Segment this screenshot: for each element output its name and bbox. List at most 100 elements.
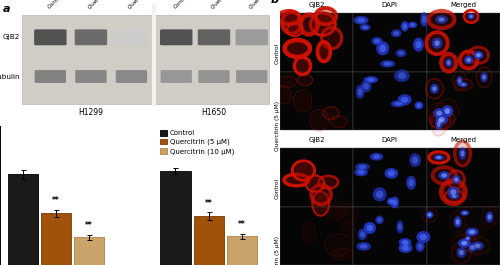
FancyBboxPatch shape: [116, 70, 147, 83]
Text: H1650: H1650: [202, 108, 226, 117]
Ellipse shape: [416, 41, 422, 48]
Text: Quercitrin (10 μM): Quercitrin (10 μM): [248, 0, 288, 10]
Text: Quercitrin (5 μM): Quercitrin (5 μM): [275, 236, 280, 265]
Ellipse shape: [488, 214, 492, 220]
Ellipse shape: [464, 236, 471, 241]
Text: **: **: [52, 196, 60, 205]
Ellipse shape: [408, 21, 418, 28]
Ellipse shape: [470, 48, 486, 62]
Ellipse shape: [459, 82, 468, 87]
Ellipse shape: [389, 199, 394, 204]
Ellipse shape: [391, 29, 402, 37]
Bar: [41, 213, 71, 265]
Ellipse shape: [452, 195, 457, 198]
Ellipse shape: [396, 49, 406, 57]
Ellipse shape: [418, 244, 422, 249]
Text: Control: Control: [275, 42, 280, 64]
Bar: [227, 236, 257, 265]
Ellipse shape: [474, 244, 480, 248]
Ellipse shape: [399, 238, 411, 246]
Ellipse shape: [416, 241, 424, 252]
Ellipse shape: [376, 41, 389, 55]
Ellipse shape: [466, 11, 477, 21]
Ellipse shape: [358, 170, 364, 174]
Text: Quercitrin (5 μM): Quercitrin (5 μM): [210, 0, 247, 10]
Ellipse shape: [373, 154, 380, 159]
Text: H1299: H1299: [78, 108, 104, 117]
Ellipse shape: [280, 77, 295, 87]
Ellipse shape: [299, 76, 312, 85]
Ellipse shape: [304, 224, 314, 242]
Ellipse shape: [370, 153, 383, 161]
Ellipse shape: [456, 247, 466, 258]
Ellipse shape: [432, 86, 436, 91]
Ellipse shape: [430, 153, 447, 162]
Ellipse shape: [470, 245, 474, 250]
Ellipse shape: [358, 88, 362, 96]
Ellipse shape: [408, 179, 414, 187]
Ellipse shape: [486, 211, 494, 222]
Ellipse shape: [392, 199, 397, 206]
Ellipse shape: [362, 26, 368, 29]
Ellipse shape: [380, 60, 395, 67]
Ellipse shape: [284, 14, 300, 32]
Ellipse shape: [456, 80, 470, 89]
Text: Quercitrin (10 μM): Quercitrin (10 μM): [128, 0, 167, 10]
Ellipse shape: [328, 236, 348, 254]
Text: GJB2: GJB2: [308, 2, 324, 8]
Ellipse shape: [420, 12, 428, 27]
Ellipse shape: [432, 38, 442, 49]
Bar: [194, 216, 224, 265]
Ellipse shape: [470, 15, 473, 18]
Ellipse shape: [468, 239, 487, 253]
Ellipse shape: [426, 211, 434, 218]
Bar: [280, 72, 353, 130]
Ellipse shape: [416, 231, 430, 243]
Ellipse shape: [286, 175, 306, 185]
Ellipse shape: [377, 218, 382, 222]
Bar: [74, 237, 104, 265]
Ellipse shape: [358, 229, 368, 240]
Ellipse shape: [372, 37, 382, 45]
Text: Control: Control: [47, 0, 64, 10]
FancyBboxPatch shape: [75, 70, 106, 83]
Ellipse shape: [447, 61, 450, 65]
Ellipse shape: [420, 234, 427, 240]
Ellipse shape: [387, 198, 396, 205]
Ellipse shape: [460, 151, 464, 157]
Bar: [280, 148, 353, 207]
Ellipse shape: [438, 101, 456, 121]
Text: DAPI: DAPI: [382, 137, 398, 143]
Ellipse shape: [462, 211, 467, 214]
Bar: [426, 13, 500, 72]
Ellipse shape: [466, 228, 478, 236]
Ellipse shape: [412, 156, 418, 164]
Text: Merged: Merged: [450, 2, 476, 8]
Ellipse shape: [438, 117, 445, 122]
Ellipse shape: [462, 234, 473, 243]
Ellipse shape: [367, 78, 375, 82]
Bar: [353, 207, 426, 265]
Ellipse shape: [450, 172, 463, 187]
FancyBboxPatch shape: [198, 70, 230, 83]
Ellipse shape: [469, 230, 476, 234]
Ellipse shape: [356, 242, 371, 251]
Ellipse shape: [394, 31, 399, 36]
Ellipse shape: [422, 16, 426, 23]
Ellipse shape: [401, 97, 408, 103]
Ellipse shape: [450, 193, 459, 199]
Ellipse shape: [480, 72, 488, 82]
Ellipse shape: [466, 58, 471, 62]
Text: b: b: [271, 0, 279, 5]
Ellipse shape: [461, 241, 468, 245]
Ellipse shape: [308, 177, 322, 190]
Ellipse shape: [342, 223, 354, 236]
Text: **: **: [205, 199, 212, 208]
Ellipse shape: [448, 186, 460, 198]
Bar: [280, 13, 353, 72]
Ellipse shape: [391, 100, 406, 107]
Ellipse shape: [466, 237, 469, 240]
Ellipse shape: [372, 187, 386, 201]
Ellipse shape: [332, 117, 345, 126]
Ellipse shape: [450, 189, 456, 195]
